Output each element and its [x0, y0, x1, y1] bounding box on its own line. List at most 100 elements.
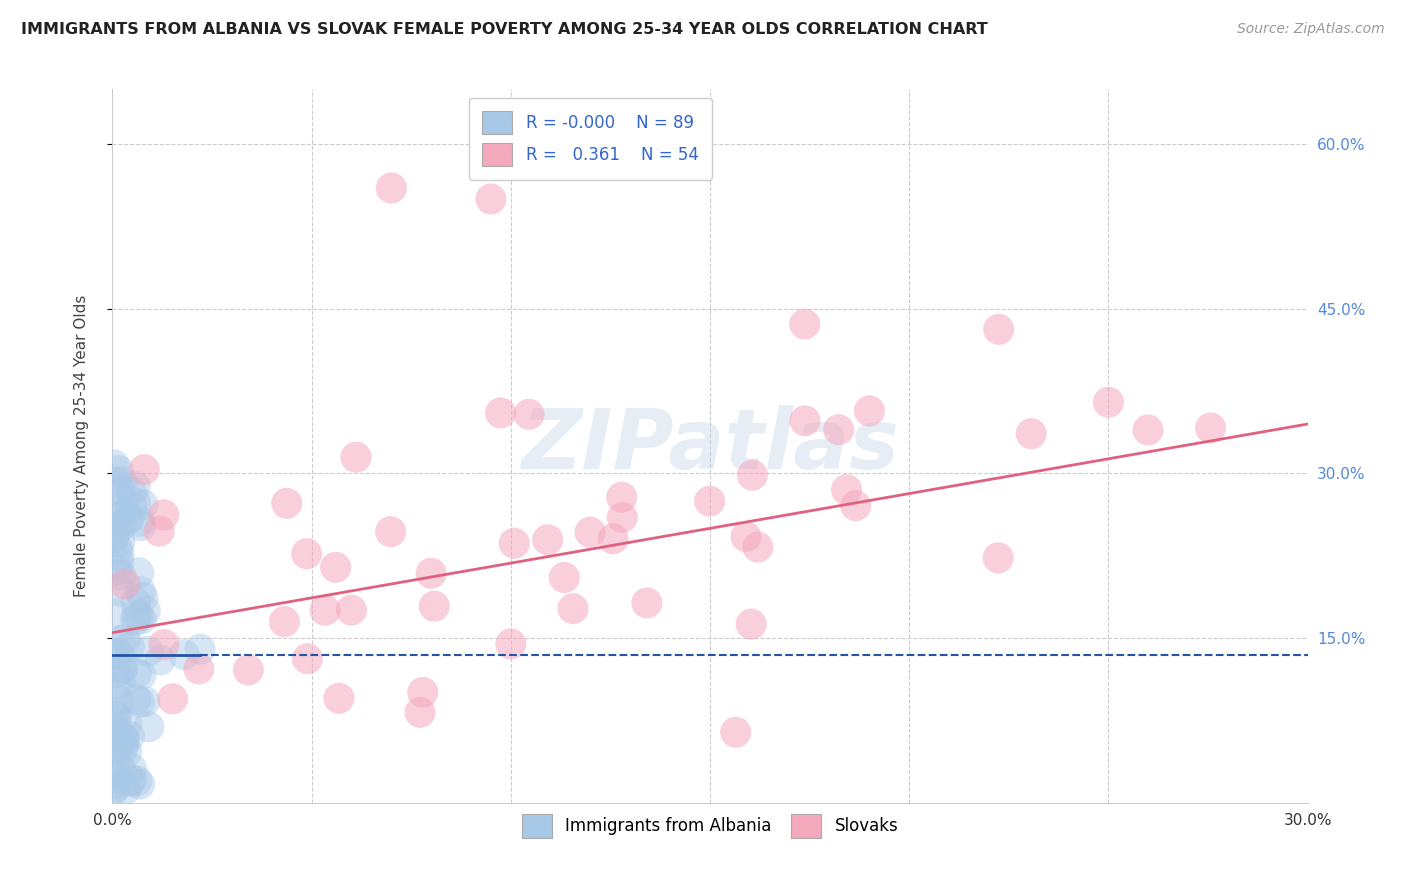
Point — [111, 660, 134, 674]
Point — [118, 640, 141, 654]
Point — [152, 508, 174, 522]
Point — [103, 458, 125, 472]
Point — [105, 475, 128, 489]
Point — [105, 705, 128, 719]
Point — [104, 781, 127, 796]
Point — [138, 720, 160, 734]
Point — [602, 532, 624, 546]
Point — [105, 647, 128, 661]
Point — [134, 694, 156, 708]
Point — [148, 524, 170, 538]
Point — [107, 511, 129, 525]
Point — [111, 742, 134, 756]
Point — [129, 584, 152, 599]
Point — [610, 490, 633, 504]
Point — [553, 570, 575, 584]
Point — [612, 510, 634, 524]
Point — [1137, 423, 1160, 437]
Point — [134, 462, 156, 476]
Point — [115, 745, 138, 759]
Point — [132, 497, 155, 511]
Point — [107, 542, 129, 557]
Point — [103, 729, 125, 743]
Point — [987, 550, 1010, 565]
Point — [314, 603, 336, 617]
Point — [105, 740, 128, 755]
Point — [103, 725, 125, 739]
Point — [118, 774, 141, 789]
Point — [579, 525, 602, 540]
Point — [132, 591, 155, 605]
Point — [104, 709, 127, 723]
Point — [129, 668, 152, 682]
Point — [741, 468, 763, 483]
Point — [740, 617, 762, 632]
Point — [1199, 421, 1222, 435]
Point — [114, 577, 136, 591]
Legend: Immigrants from Albania, Slovaks: Immigrants from Albania, Slovaks — [515, 807, 905, 845]
Text: ZIPatlas: ZIPatlas — [522, 406, 898, 486]
Point — [125, 773, 148, 788]
Point — [105, 741, 128, 756]
Point — [636, 596, 658, 610]
Point — [297, 652, 319, 666]
Point — [380, 181, 402, 195]
Point — [412, 685, 434, 699]
Point — [108, 548, 131, 562]
Point — [110, 729, 132, 743]
Point — [108, 485, 131, 500]
Point — [104, 522, 127, 536]
Point — [188, 642, 211, 657]
Point — [103, 766, 125, 780]
Point — [103, 531, 125, 545]
Point — [103, 607, 125, 621]
Point — [1019, 426, 1042, 441]
Point — [128, 609, 150, 624]
Point — [115, 782, 138, 797]
Point — [747, 540, 769, 554]
Point — [162, 691, 184, 706]
Point — [562, 601, 585, 615]
Point — [328, 691, 350, 706]
Point — [479, 192, 502, 206]
Point — [325, 560, 347, 574]
Point — [124, 480, 146, 494]
Text: Source: ZipAtlas.com: Source: ZipAtlas.com — [1237, 22, 1385, 37]
Point — [276, 496, 298, 510]
Point — [107, 770, 129, 784]
Point — [489, 406, 512, 420]
Point — [187, 662, 209, 676]
Point — [121, 484, 143, 499]
Point — [110, 633, 132, 648]
Point — [114, 735, 136, 749]
Point — [380, 524, 402, 539]
Point — [104, 749, 127, 764]
Point — [124, 496, 146, 510]
Point — [153, 638, 176, 652]
Point — [295, 547, 318, 561]
Point — [828, 423, 851, 437]
Point — [344, 450, 367, 465]
Point — [103, 527, 125, 541]
Point — [1097, 395, 1119, 409]
Y-axis label: Female Poverty Among 25-34 Year Olds: Female Poverty Among 25-34 Year Olds — [75, 295, 89, 597]
Text: IMMIGRANTS FROM ALBANIA VS SLOVAK FEMALE POVERTY AMONG 25-34 YEAR OLDS CORRELATI: IMMIGRANTS FROM ALBANIA VS SLOVAK FEMALE… — [21, 22, 988, 37]
Point — [107, 693, 129, 707]
Point — [793, 317, 815, 331]
Point — [423, 599, 446, 614]
Point — [121, 500, 143, 514]
Point — [115, 717, 138, 731]
Point — [110, 567, 132, 582]
Point — [273, 615, 295, 629]
Point — [112, 507, 135, 521]
Point — [503, 536, 526, 550]
Point — [114, 632, 136, 647]
Point — [794, 414, 817, 428]
Point — [107, 464, 129, 478]
Point — [112, 732, 135, 747]
Point — [128, 566, 150, 580]
Point — [987, 322, 1010, 336]
Point — [105, 711, 128, 725]
Point — [105, 502, 128, 516]
Point — [120, 761, 142, 775]
